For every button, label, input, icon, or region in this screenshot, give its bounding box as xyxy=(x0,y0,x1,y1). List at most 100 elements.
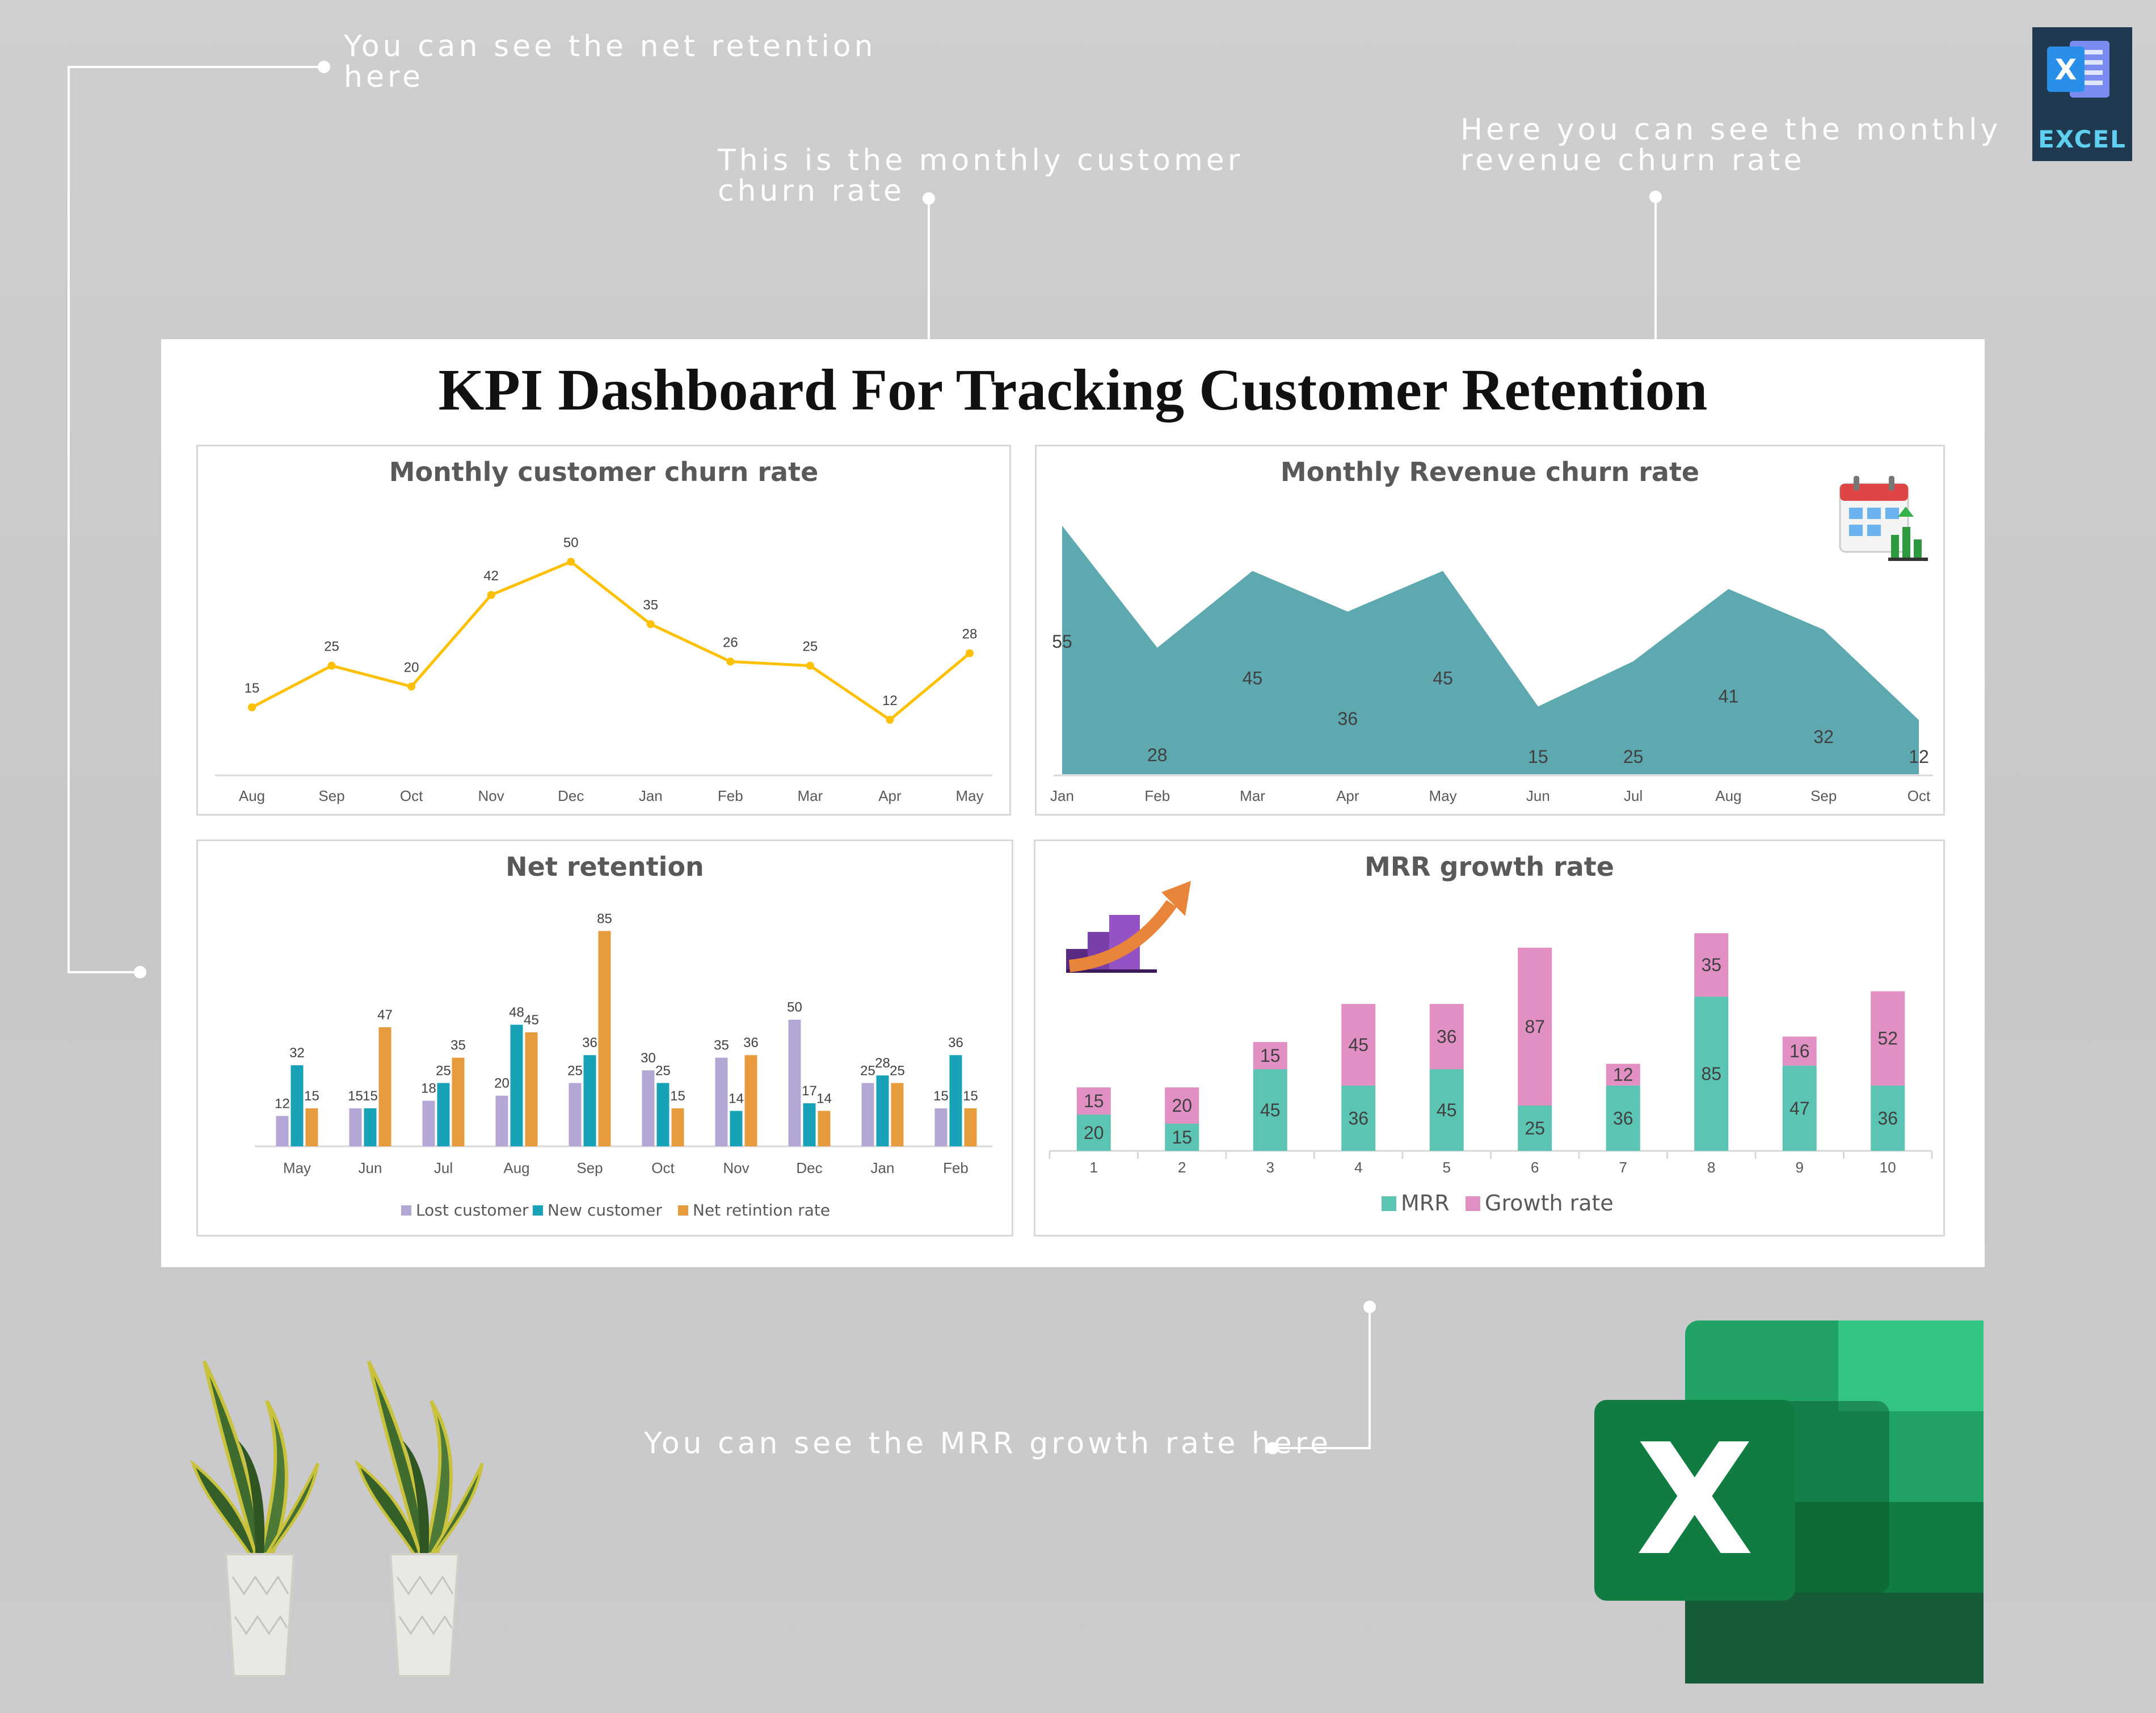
data-point xyxy=(726,657,735,666)
x-tick-label: Jun xyxy=(359,1159,382,1176)
bar xyxy=(934,1108,948,1146)
data-label: 15 xyxy=(1084,1091,1104,1111)
x-tick-label: Jan xyxy=(871,1159,895,1176)
dashboard-title: KPI Dashboard For Tracking Customer Rete… xyxy=(438,357,1708,423)
bar xyxy=(378,1027,391,1146)
x-tick-label: 1 xyxy=(1090,1159,1098,1176)
data-label: 36 xyxy=(1613,1108,1633,1128)
bar-segment xyxy=(1518,947,1552,1106)
data-label: 17 xyxy=(802,1083,817,1099)
panel-mrr-growth-rate: MRR growth rate 20 15 1 15 20 2 45 15 3 36 45 4 45 36… xyxy=(1034,839,1945,1237)
legend-swatch xyxy=(1382,1196,1396,1211)
data-point xyxy=(966,649,974,657)
data-label: 45 xyxy=(524,1012,539,1028)
x-tick-label: 7 xyxy=(1619,1159,1627,1176)
bar xyxy=(803,1103,816,1146)
data-label: 36 xyxy=(1338,708,1358,729)
x-tick-label: 10 xyxy=(1880,1159,1896,1176)
bar-segment xyxy=(1429,1069,1464,1151)
annotation-revenue-churn-line2: revenue churn rate xyxy=(1460,144,1805,178)
chart-title: MRR growth rate xyxy=(1364,851,1614,882)
panel-monthly-revenue-churn-rate: Monthly Revenue churn rate 55 Jan 28 Feb 45 M… xyxy=(1035,445,1945,816)
data-label: 15 xyxy=(245,681,260,696)
data-label: 15 xyxy=(348,1088,363,1104)
data-label: 25 xyxy=(436,1063,451,1078)
bar xyxy=(788,1019,801,1146)
data-label: 15 xyxy=(1528,746,1548,767)
connector-net-retention-vertical xyxy=(68,66,70,973)
data-label: 42 xyxy=(483,568,499,584)
data-label: 28 xyxy=(875,1056,890,1071)
annotation-revenue-churn-line1: Here you can see the monthly xyxy=(1460,113,2002,147)
series-line xyxy=(251,560,971,722)
data-label: 15 xyxy=(963,1088,978,1104)
data-label: 25 xyxy=(803,639,818,655)
legend-label: Lost customer xyxy=(416,1201,529,1220)
x-tick-label: Nov xyxy=(478,787,504,804)
excel-badge-letter: X xyxy=(2055,53,2077,86)
bar xyxy=(290,1065,304,1146)
series-area xyxy=(1062,525,1919,774)
data-label: 35 xyxy=(450,1038,466,1053)
data-label: 52 xyxy=(1877,1028,1898,1049)
x-tick-label: Aug xyxy=(1715,787,1741,804)
annotation-revenue-churn: Here you can see the monthly revenue chu… xyxy=(1460,115,2001,176)
bar-segment xyxy=(1076,1115,1111,1151)
data-label: 87 xyxy=(1525,1016,1545,1037)
data-label: 41 xyxy=(1719,686,1739,706)
data-label: 25 xyxy=(567,1063,583,1078)
x-tick-label: 2 xyxy=(1178,1159,1186,1176)
data-label: 85 xyxy=(1701,1064,1721,1084)
legend-label: MRR xyxy=(1401,1191,1450,1216)
data-label: 36 xyxy=(743,1035,759,1050)
data-label: 15 xyxy=(363,1088,378,1104)
data-label: 15 xyxy=(933,1088,949,1104)
bar-segment xyxy=(1871,1085,1905,1151)
x-tick-label: Jun xyxy=(1526,787,1550,804)
x-tick-label: Oct xyxy=(1907,787,1931,804)
legend-swatch xyxy=(678,1205,688,1216)
data-label: 36 xyxy=(948,1035,963,1050)
data-label: 36 xyxy=(582,1035,597,1050)
data-label: 12 xyxy=(1613,1065,1633,1085)
x-tick-label: Jul xyxy=(434,1159,453,1176)
bar xyxy=(715,1057,728,1146)
chart-title: Monthly customer churn rate xyxy=(389,457,819,487)
bar-segment xyxy=(1782,1065,1817,1151)
data-label: 50 xyxy=(563,535,579,550)
x-tick-label: 4 xyxy=(1354,1159,1362,1176)
data-label: 20 xyxy=(1084,1123,1104,1143)
bar xyxy=(964,1108,977,1146)
data-label: 85 xyxy=(597,911,612,926)
data-label: 25 xyxy=(1623,746,1644,767)
data-label: 15 xyxy=(670,1088,685,1104)
bar xyxy=(510,1024,523,1146)
x-tick-label: 6 xyxy=(1531,1159,1539,1176)
data-label: 12 xyxy=(275,1096,290,1111)
data-label: 45 xyxy=(1437,1100,1457,1120)
x-tick-label: Dec xyxy=(558,787,584,804)
x-tick-label: Feb xyxy=(718,787,743,804)
x-tick-label: Oct xyxy=(651,1159,675,1176)
data-label: 28 xyxy=(1147,745,1168,765)
data-label: 47 xyxy=(1789,1098,1810,1119)
annotation-monthly-churn: This is the monthly customer churn rate xyxy=(718,145,1243,206)
data-label: 45 xyxy=(1260,1100,1281,1120)
data-label: 26 xyxy=(723,635,738,650)
annotation-net-retention-line2: here xyxy=(344,60,424,94)
connector-dot xyxy=(1266,1442,1279,1454)
x-tick-label: Oct xyxy=(400,787,423,804)
data-point xyxy=(487,591,495,599)
x-tick-label: Sep xyxy=(576,1159,603,1176)
bar-segment xyxy=(1782,1036,1817,1066)
bar-segment xyxy=(1429,1003,1464,1070)
x-tick-label: 8 xyxy=(1707,1159,1715,1176)
stacked-bar-chart: 2015115202451533645445365258763612785358… xyxy=(1048,933,1933,1216)
data-label: 18 xyxy=(421,1081,436,1096)
data-label: 36 xyxy=(1437,1026,1457,1047)
connector-mrr-vertical xyxy=(1368,1306,1371,1449)
data-label: 36 xyxy=(1877,1108,1898,1128)
chart-title: Monthly Revenue churn rate xyxy=(1280,457,1700,487)
data-label: 45 xyxy=(1433,668,1453,689)
